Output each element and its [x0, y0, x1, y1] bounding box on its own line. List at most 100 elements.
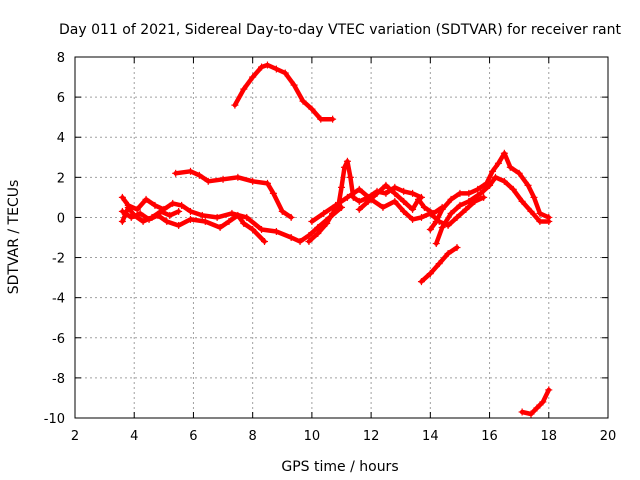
data-point: [175, 221, 183, 229]
series-track-i: [426, 149, 553, 233]
data-point: [332, 201, 340, 209]
data-point: [198, 211, 206, 219]
data-point: [494, 159, 502, 167]
data-point: [480, 193, 488, 201]
data-point: [426, 225, 434, 233]
data-point: [308, 217, 316, 225]
data-point: [539, 398, 547, 406]
series-track-h: [355, 181, 446, 217]
data-point: [355, 205, 363, 213]
data-point: [491, 173, 499, 181]
x-tick-label: 4: [130, 429, 138, 444]
data-point: [477, 189, 485, 197]
data-point: [136, 209, 144, 217]
x-tick-label: 14: [422, 429, 439, 444]
data-point: [536, 209, 544, 217]
data-point: [409, 205, 417, 213]
y-tick-label: 4: [57, 131, 65, 146]
series-track-b: [172, 167, 295, 221]
data-point: [308, 105, 316, 113]
data-point: [465, 197, 473, 205]
data-point: [429, 209, 437, 217]
data-point: [518, 408, 526, 416]
data-point: [263, 61, 271, 69]
data-point: [420, 203, 428, 211]
data-point: [219, 175, 227, 183]
data-point: [118, 217, 126, 225]
data-point: [545, 217, 553, 225]
data-point: [524, 181, 532, 189]
data-point: [432, 217, 440, 225]
data-point: [364, 197, 372, 205]
x-tick-label: 20: [600, 429, 617, 444]
series-track-d: [118, 207, 269, 246]
series-trace: [309, 187, 486, 228]
data-point: [157, 207, 165, 215]
data-point: [272, 227, 280, 235]
data-point: [465, 189, 473, 197]
series-trace: [232, 62, 335, 122]
series-track-k: [417, 244, 461, 286]
y-tick-label: 6: [57, 91, 65, 106]
data-point: [500, 177, 508, 185]
x-tick-label: 2: [71, 429, 79, 444]
data-point: [486, 181, 494, 189]
data-point: [287, 234, 295, 241]
data-point: [169, 199, 177, 207]
data-point: [346, 173, 354, 181]
data-point: [456, 189, 464, 197]
x-tick-label: 12: [363, 429, 380, 444]
y-tick-label: -6: [52, 332, 65, 347]
data-point: [240, 219, 248, 227]
data-point: [186, 207, 194, 215]
series-track-c: [118, 193, 345, 246]
data-point: [533, 404, 541, 412]
data-point: [261, 238, 269, 246]
data-point: [509, 185, 517, 193]
data-point: [545, 386, 553, 394]
y-tick-label: 2: [57, 171, 65, 186]
x-tick-label: 16: [481, 429, 498, 444]
data-point: [287, 213, 295, 221]
x-tick-labels: 2 4 6 8 10 12 14 16 18 20: [71, 429, 616, 444]
data-point: [186, 215, 194, 223]
data-point: [296, 238, 304, 246]
data-point: [515, 169, 523, 177]
data-point: [305, 238, 313, 246]
data-point: [474, 185, 482, 193]
data-point: [204, 177, 212, 185]
data-point: [400, 207, 408, 215]
data-point: [355, 197, 363, 205]
data-point: [201, 217, 209, 225]
data-point: [249, 225, 257, 233]
data-point: [249, 73, 257, 81]
data-point: [391, 189, 399, 197]
data-point: [462, 205, 470, 213]
y-tick-label: -8: [52, 372, 65, 387]
data-point: [299, 97, 307, 105]
data-point: [234, 211, 242, 219]
x-tick-label: 18: [541, 429, 558, 444]
data-point: [124, 203, 132, 211]
series-track-f: [305, 157, 425, 246]
data-point: [225, 217, 233, 225]
data-point: [518, 197, 526, 205]
y-tick-label: -10: [44, 412, 65, 427]
x-tick-label: 10: [304, 429, 321, 444]
data-point: [447, 209, 455, 217]
chart-title: Day 011 of 2021, Sidereal Day-to-day VTE…: [59, 22, 621, 38]
x-tick-label: 6: [189, 429, 197, 444]
y-tick-label: -4: [52, 292, 65, 307]
data-point: [320, 209, 328, 217]
data-point: [329, 209, 337, 217]
data-point: [263, 179, 271, 187]
data-point: [166, 211, 174, 219]
data-point: [391, 197, 399, 205]
data-point: [175, 207, 183, 215]
series-trace: [120, 205, 181, 224]
data-point: [373, 189, 381, 197]
data-point: [278, 207, 286, 215]
data-point: [314, 229, 322, 237]
data-point: [290, 81, 298, 89]
data-point: [139, 217, 147, 225]
